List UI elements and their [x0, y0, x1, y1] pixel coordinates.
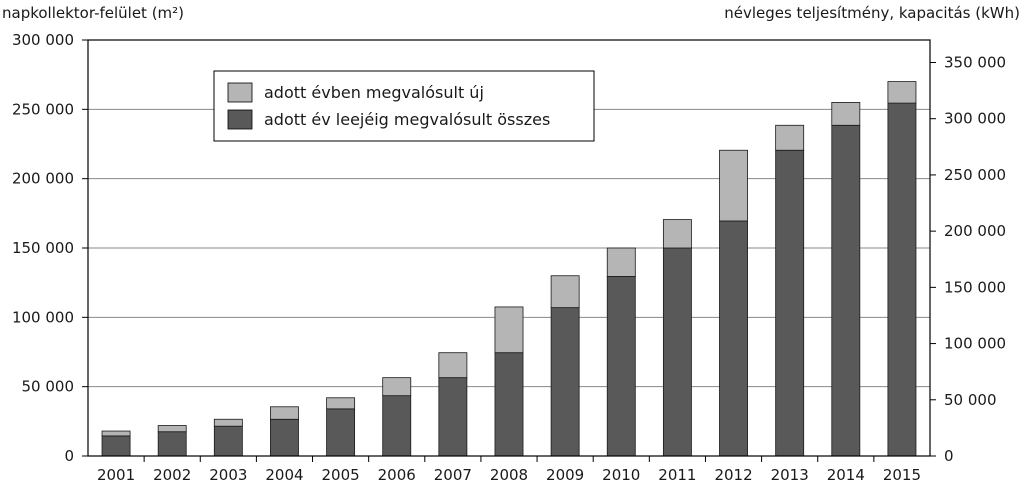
y-right-tick-label: 150 000 — [944, 278, 1006, 296]
bar-total-2010 — [606, 276, 636, 457]
y-left-tick-label: 300 000 — [12, 31, 74, 49]
bar-total-2013 — [775, 149, 805, 457]
bar-new-2001 — [101, 430, 131, 437]
legend-label-new: adott évben megvalósult új — [264, 83, 484, 102]
bar-new-2003 — [213, 418, 243, 427]
x-tick-label: 2007 — [434, 466, 472, 484]
legend: adott évben megvalósult új adott év leej… — [213, 70, 595, 142]
bar-new-2006 — [382, 377, 412, 397]
y-left-tick-label: 250 000 — [12, 100, 74, 118]
x-tick-label: 2014 — [827, 466, 865, 484]
bar-total-2005 — [326, 408, 356, 457]
x-tick-label: 2015 — [883, 466, 921, 484]
y-right-ticks: 0 50 000 100 000 150 000 200 000 250 000 300 0… — [930, 53, 1006, 465]
bar-total-2006 — [382, 395, 412, 457]
y-left-tick-label: 150 000 — [12, 239, 74, 257]
x-tick-label: 2003 — [209, 466, 247, 484]
x-tick-label: 2006 — [378, 466, 416, 484]
x-ticks: 2001 2002 2003 2004 2005 2006 2007 2008 2009 2010… — [97, 456, 921, 484]
bar-new-2015 — [887, 81, 917, 104]
bar-total-2009 — [550, 307, 580, 457]
y-right-tick-label: 50 000 — [944, 391, 997, 409]
y-left-ticks: 0 50 000 100 000 150 000 200 000 250 000 300 0… — [12, 31, 88, 465]
bar-new-2004 — [270, 406, 299, 420]
bar-total-2015 — [887, 102, 917, 457]
legend-swatch-new — [227, 82, 253, 103]
bar-total-2014 — [831, 124, 861, 457]
x-tick-label: 2001 — [97, 466, 135, 484]
legend-box — [213, 70, 595, 142]
legend-swatch-total — [227, 109, 253, 130]
y-left-tick-label: 200 000 — [12, 170, 74, 188]
x-tick-label: 2008 — [490, 466, 528, 484]
x-tick-label: 2004 — [265, 466, 303, 484]
y-left-axis-label: napkollektor-felület (m²) — [2, 4, 184, 22]
y-right-tick-label: 300 000 — [944, 110, 1006, 128]
bar-total-2008 — [494, 352, 524, 457]
y-left-tick-label: 0 — [64, 447, 74, 465]
bar-new-2011 — [662, 219, 692, 249]
bar-total-2004 — [270, 418, 299, 457]
x-tick-label: 2010 — [602, 466, 640, 484]
bar-new-2012 — [719, 149, 748, 222]
bar-new-2002 — [157, 425, 187, 433]
x-tick-label: 2012 — [714, 466, 752, 484]
x-tick-label: 2009 — [546, 466, 584, 484]
y-right-tick-label: 0 — [944, 447, 954, 465]
y-left-tick-label: 100 000 — [12, 308, 74, 326]
bar-total-2001 — [101, 435, 131, 457]
bar-total-2002 — [157, 431, 187, 457]
bar-new-2005 — [326, 397, 356, 410]
bar-new-2013 — [775, 124, 805, 151]
bar-new-2009 — [550, 275, 580, 309]
bar-total-2012 — [719, 220, 748, 457]
bar-total-2011 — [662, 247, 692, 457]
bar-total-2003 — [213, 425, 243, 457]
y-right-tick-label: 250 000 — [944, 166, 1006, 184]
bar-new-2007 — [438, 352, 468, 379]
bar-new-2008 — [494, 306, 524, 354]
y-right-tick-label: 100 000 — [944, 335, 1006, 353]
bar-new-2010 — [606, 247, 636, 277]
bar-total-2007 — [438, 377, 468, 457]
bar-new-2014 — [831, 102, 861, 126]
y-left-tick-label: 50 000 — [22, 378, 75, 396]
y-right-axis-label: névleges teljesítmény, kapacitás (kWh) — [724, 4, 1020, 22]
y-right-tick-label: 200 000 — [944, 222, 1006, 240]
bars — [101, 81, 917, 457]
x-tick-label: 2011 — [658, 466, 696, 484]
legend-label-total: adott év leejéig megvalósult összes — [264, 110, 550, 129]
y-right-tick-label: 350 000 — [944, 53, 1006, 71]
x-tick-label: 2002 — [153, 466, 191, 484]
x-tick-label: 2013 — [771, 466, 809, 484]
x-tick-label: 2005 — [322, 466, 360, 484]
